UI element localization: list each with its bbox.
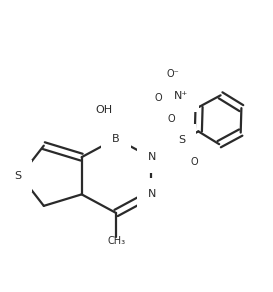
Text: OH: OH (95, 105, 112, 115)
Text: CH₃: CH₃ (107, 236, 125, 246)
Text: N⁺: N⁺ (173, 91, 188, 100)
Text: N: N (148, 152, 156, 162)
Text: O: O (168, 114, 175, 124)
Text: S: S (14, 171, 21, 181)
Text: O⁻: O⁻ (167, 69, 179, 79)
Text: B: B (112, 133, 120, 144)
Text: S: S (178, 135, 185, 145)
Text: N: N (148, 190, 156, 199)
Text: O: O (191, 157, 198, 167)
Text: O: O (155, 93, 162, 102)
